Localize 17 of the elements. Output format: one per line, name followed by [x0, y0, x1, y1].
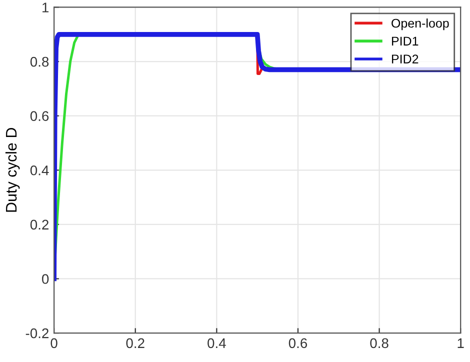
x-tick-label: 0 — [50, 338, 58, 348]
x-tick-label: 1 — [458, 338, 464, 348]
legend-label: PID2 — [392, 54, 418, 64]
y-axis-title: Duty cycle D — [5, 128, 20, 212]
legend-label: PID1 — [392, 36, 418, 46]
x-tick-label: 0.4 — [208, 338, 226, 348]
y-tick-label: 0.6 — [30, 111, 49, 122]
y-tick-label: -0.2 — [26, 328, 48, 338]
y-tick-label: 1 — [42, 2, 49, 12]
x-tick-label: 0.2 — [126, 338, 144, 348]
y-tick-label: 0.4 — [30, 165, 49, 176]
y-tick-label: 0.8 — [30, 56, 49, 67]
legend-label: Open-loop — [392, 18, 449, 30]
x-tick-label: 0.8 — [370, 338, 388, 348]
x-tick-label: 0.6 — [288, 338, 308, 348]
y-tick-label: 0.2 — [30, 220, 48, 230]
y-tick-label: 0 — [42, 274, 49, 284]
